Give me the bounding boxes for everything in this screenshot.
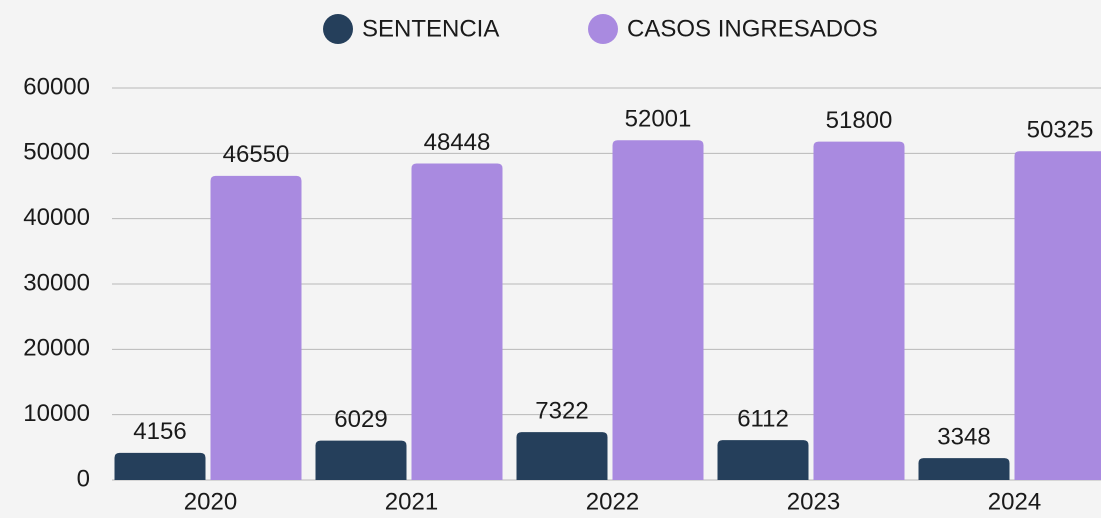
x-tick-label: 2023 — [787, 488, 840, 515]
y-tick-label: 10000 — [23, 400, 90, 427]
y-tick-label: 40000 — [23, 204, 90, 231]
data-label: 3348 — [937, 423, 990, 450]
data-label: 46550 — [223, 141, 290, 168]
data-label: 4156 — [133, 418, 186, 445]
x-tick-label: 2020 — [184, 488, 237, 515]
y-tick-label: 30000 — [23, 269, 90, 296]
x-tick-label: 2024 — [988, 488, 1041, 515]
x-tick-label: 2021 — [385, 488, 438, 515]
legend-label: SENTENCIA — [362, 15, 499, 42]
y-tick-label: 0 — [77, 465, 90, 492]
bar — [114, 452, 206, 480]
bar — [315, 440, 407, 480]
bar — [1014, 151, 1101, 480]
data-label: 7322 — [535, 398, 588, 425]
bar — [612, 140, 704, 480]
data-label: 52001 — [625, 106, 692, 133]
bar — [210, 175, 302, 480]
y-tick-label: 60000 — [23, 73, 90, 100]
bar — [411, 163, 503, 480]
bar — [813, 141, 905, 480]
bar — [516, 432, 608, 480]
x-tick-label: 2022 — [586, 488, 639, 515]
data-label: 48448 — [424, 129, 491, 156]
data-label: 6112 — [737, 405, 789, 432]
data-label: 6029 — [334, 406, 387, 433]
data-label: 51800 — [826, 107, 893, 134]
y-tick-label: 50000 — [23, 139, 90, 166]
bar — [717, 440, 809, 480]
data-label: 50325 — [1027, 117, 1094, 144]
legend-marker — [323, 14, 353, 44]
bar — [918, 458, 1010, 480]
y-tick-label: 20000 — [23, 335, 90, 362]
legend-marker — [588, 14, 618, 44]
legend-label: CASOS INGRESADOS — [627, 15, 878, 42]
